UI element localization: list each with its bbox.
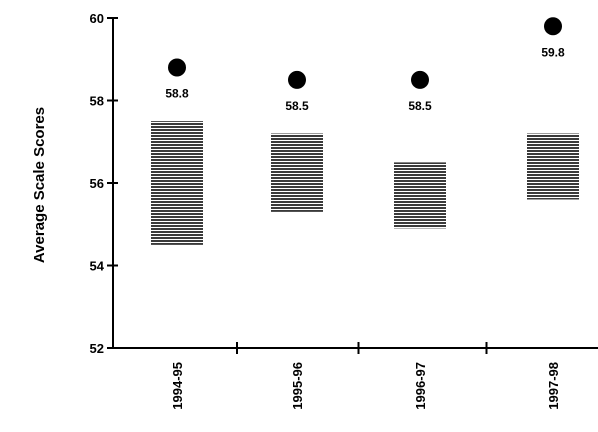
x-tick-label: 1997-98 (546, 362, 561, 410)
data-label: 58.5 (285, 99, 309, 113)
y-tick-label: 58 (90, 94, 104, 109)
data-point (168, 58, 186, 77)
data-label: 58.5 (408, 99, 432, 113)
y-axis-title: Average Scale Scores (31, 107, 48, 263)
range-bar (151, 121, 203, 245)
x-tick-label: 1996-97 (413, 362, 428, 410)
data-label: 58.8 (165, 87, 189, 101)
data-point (411, 70, 429, 89)
data-points: 58.8 58.5 58.5 59.8 (165, 17, 565, 113)
range-bar (394, 162, 446, 229)
x-tick-label: 1994-95 (170, 362, 185, 410)
range-bar (271, 133, 323, 212)
range-bars (151, 121, 579, 245)
y-tick-label: 56 (90, 176, 104, 191)
data-label: 59.8 (541, 45, 565, 59)
axes: 52 54 56 58 60 1994-95 1995-96 1996-97 1997-98 (90, 11, 598, 410)
data-point (544, 17, 562, 36)
y-tick-label: 60 (90, 11, 104, 26)
y-tick-label: 54 (90, 259, 105, 274)
x-tick-label: 1995-96 (290, 362, 305, 410)
range-bar (527, 133, 579, 200)
y-tick-label: 52 (90, 341, 104, 356)
data-point (288, 70, 306, 89)
